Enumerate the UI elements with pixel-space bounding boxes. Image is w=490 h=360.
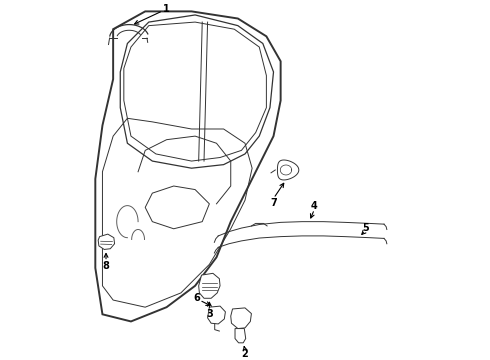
Polygon shape	[208, 306, 225, 324]
Text: 3: 3	[206, 309, 213, 319]
Text: 8: 8	[102, 261, 109, 271]
Polygon shape	[235, 329, 245, 343]
Text: 1: 1	[163, 4, 169, 14]
Text: 6: 6	[193, 293, 200, 303]
Text: 4: 4	[311, 201, 318, 211]
Polygon shape	[277, 160, 299, 180]
Polygon shape	[198, 273, 220, 298]
Polygon shape	[231, 308, 251, 329]
Text: 7: 7	[270, 198, 277, 208]
Polygon shape	[98, 234, 115, 249]
Text: 2: 2	[242, 348, 248, 359]
Text: 5: 5	[362, 223, 369, 233]
